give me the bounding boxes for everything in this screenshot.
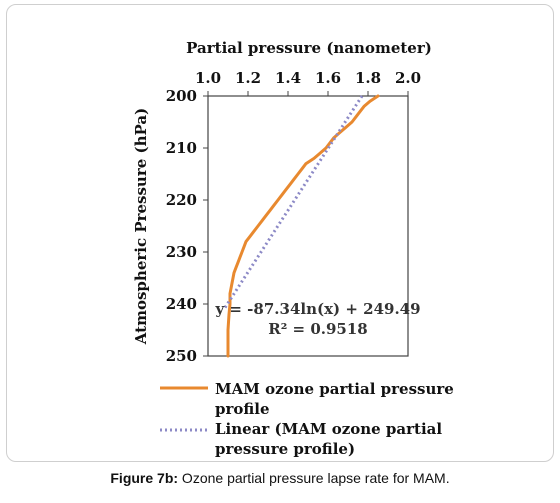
y-tick-label: 210	[166, 139, 197, 157]
chart-frame	[6, 4, 554, 462]
x-tick-label: 1.4	[275, 69, 301, 87]
legend-entry-profile: MAM ozone partial pressure profile	[215, 380, 459, 418]
legend-entry-linear: Linear (MAM ozone partial pressure profi…	[215, 420, 447, 458]
x-tick-label: 2.0	[395, 69, 421, 87]
y-tick-label: 220	[166, 191, 197, 209]
x-tick-label: 1.2	[235, 69, 261, 87]
y-tick-label: 250	[166, 347, 197, 365]
figure-label: Figure 7b:	[110, 470, 179, 486]
figure-caption: Figure 7b: Ozone partial pressure lapse …	[0, 470, 560, 486]
y-tick-label: 200	[166, 87, 197, 105]
y-axis-label: Atmospheric Pressure (hPa)	[132, 108, 150, 345]
figure-caption-text: Ozone partial pressure lapse rate for MA…	[178, 470, 450, 486]
x-tick-label: 1.6	[315, 69, 341, 87]
series-line-linear-trend	[222, 95, 364, 311]
x-tick-label: 1.0	[195, 69, 221, 87]
legend: MAM ozone partial pressure profile Linea…	[160, 380, 459, 458]
trendline-equation: y = -87.34ln(x) + 249.49	[214, 300, 420, 318]
y-tick-label: 230	[166, 243, 197, 261]
y-tick-label: 240	[166, 295, 197, 313]
plot-area	[207, 95, 409, 357]
r-squared-label: R² = 0.9518	[268, 320, 367, 338]
chart-title: Partial pressure (nanometer)	[186, 39, 432, 57]
series-line-profile	[226, 94, 380, 358]
x-tick-label: 1.8	[355, 69, 381, 87]
